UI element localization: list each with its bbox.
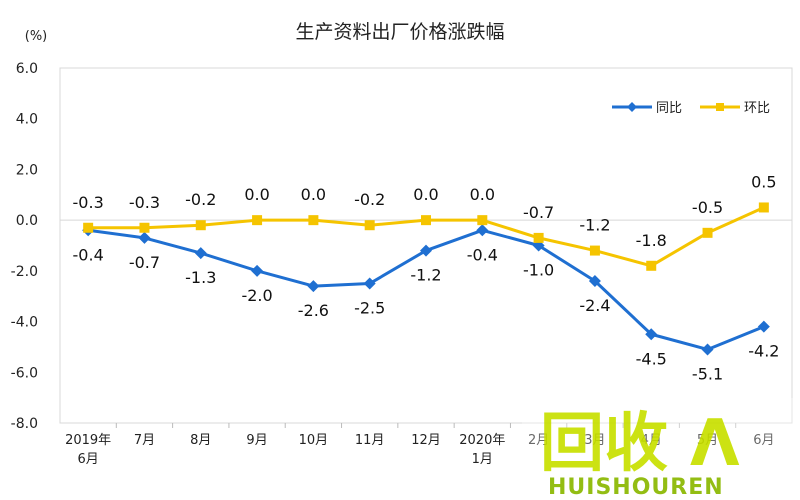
data-point (646, 260, 657, 271)
data-point (308, 215, 319, 226)
data-label: -1.8 (636, 231, 667, 250)
chart-title: 生产资料出厂价格涨跌幅 (295, 21, 504, 43)
y-tick-label: 0.0 (16, 213, 38, 229)
x-tick-label: 3月 (584, 433, 605, 448)
y-tick-label: -6.0 (11, 365, 38, 381)
data-label: -2.4 (579, 296, 610, 315)
data-label: -0.4 (73, 245, 104, 264)
data-label: -0.5 (692, 198, 723, 217)
watermark-text: 回收 (540, 407, 668, 481)
data-point (307, 280, 320, 293)
data-label: -2.6 (298, 301, 329, 320)
legend-marker (627, 102, 637, 112)
watermark-logo: 回收 Λ HUISHOUREN (522, 398, 800, 500)
data-label: 0.0 (244, 185, 269, 204)
data-point (589, 245, 600, 256)
data-point (476, 224, 489, 237)
data-label: -0.4 (467, 245, 498, 264)
data-point (588, 275, 601, 287)
y-tick-label: 2.0 (16, 162, 38, 178)
watermark-subtext: HUISHOUREN (548, 475, 724, 500)
x-tick-label: 2月 (528, 433, 549, 448)
x-tick-label: 5月 (697, 433, 718, 448)
y-tick-label: 4.0 (16, 112, 38, 128)
x-tick-label: 7月 (134, 433, 155, 448)
data-label: -5.1 (692, 364, 723, 383)
data-point (477, 215, 488, 226)
x-tick-label: 9月 (246, 433, 267, 448)
series-layer (82, 202, 770, 356)
x-tick-label: 6月 (78, 452, 99, 467)
x-tick-label: 8月 (190, 433, 211, 448)
y-tick-label: -4.0 (11, 315, 38, 331)
y-tick-label: -8.0 (11, 416, 38, 432)
data-label: -0.7 (129, 253, 160, 272)
data-label: -0.3 (129, 193, 160, 212)
data-point (645, 328, 658, 341)
y-tick-label: -2.0 (11, 264, 38, 280)
data-point (195, 220, 206, 231)
x-tick-label: 4月 (641, 433, 662, 448)
data-label: -0.2 (185, 190, 216, 209)
legend-marker (716, 103, 724, 111)
legend-label: 同比 (656, 101, 682, 116)
y-axis: 6.0 4.0 2.0 0.0 -2.0 -4.0 -6.0 -8.0 (11, 61, 38, 432)
data-point (364, 220, 375, 231)
data-label: -0.7 (523, 203, 554, 222)
data-point (139, 222, 150, 233)
data-point (702, 227, 713, 238)
data-point (758, 202, 769, 213)
y-tick-label: 6.0 (16, 61, 38, 77)
data-label: -4.5 (636, 349, 667, 368)
data-point (138, 231, 151, 244)
x-tick-label: 10月 (299, 433, 329, 448)
data-label: -2.0 (241, 286, 272, 305)
data-point (701, 343, 714, 356)
x-tick-label: 1月 (472, 452, 493, 467)
x-tick-label: 2019年 (65, 433, 111, 448)
data-point (533, 232, 544, 243)
x-axis: 2019年 6月 7月 8月 9月 10月 11月 12月 2020年 1月 2月 3月 4月 5月 6月 (65, 423, 774, 467)
data-label: 0.0 (413, 185, 438, 204)
x-tick-label: 12月 (411, 433, 441, 448)
data-label: 0.5 (751, 172, 776, 191)
data-label: 0.0 (301, 185, 326, 204)
data-label: -1.2 (410, 266, 441, 285)
data-point (420, 244, 432, 257)
data-label: -1.3 (185, 268, 216, 287)
x-tick-label: 6月 (753, 433, 774, 448)
data-point (363, 277, 376, 290)
data-point (252, 215, 263, 226)
legend-label: 环比 (744, 101, 770, 116)
x-tick-label: 2020年 (459, 433, 505, 448)
data-point (194, 247, 207, 260)
x-tick-label: 11月 (355, 433, 385, 448)
data-point (251, 264, 264, 277)
data-label: 0.0 (470, 185, 495, 204)
data-point (421, 215, 431, 226)
watermark-backdrop (522, 398, 800, 500)
data-label: -0.3 (73, 193, 104, 212)
data-labels: -0.4 -0.7 -1.3 -2.0 -2.6 -2.5 -1.2 -0.4 -1.0 -2.4… (73, 172, 780, 383)
data-label: -1.2 (579, 216, 610, 235)
plot-frame (59, 67, 793, 424)
data-label: -1.0 (523, 261, 554, 280)
data-point (757, 320, 770, 333)
data-label: -4.2 (748, 342, 779, 361)
data-label: -2.5 (354, 299, 385, 318)
data-point (83, 222, 94, 233)
watermark-mark: Λ (690, 407, 740, 481)
y-axis-unit: (%) (25, 29, 48, 44)
data-label: -0.2 (354, 190, 385, 209)
legend[interactable]: 同比 环比 (612, 101, 770, 116)
